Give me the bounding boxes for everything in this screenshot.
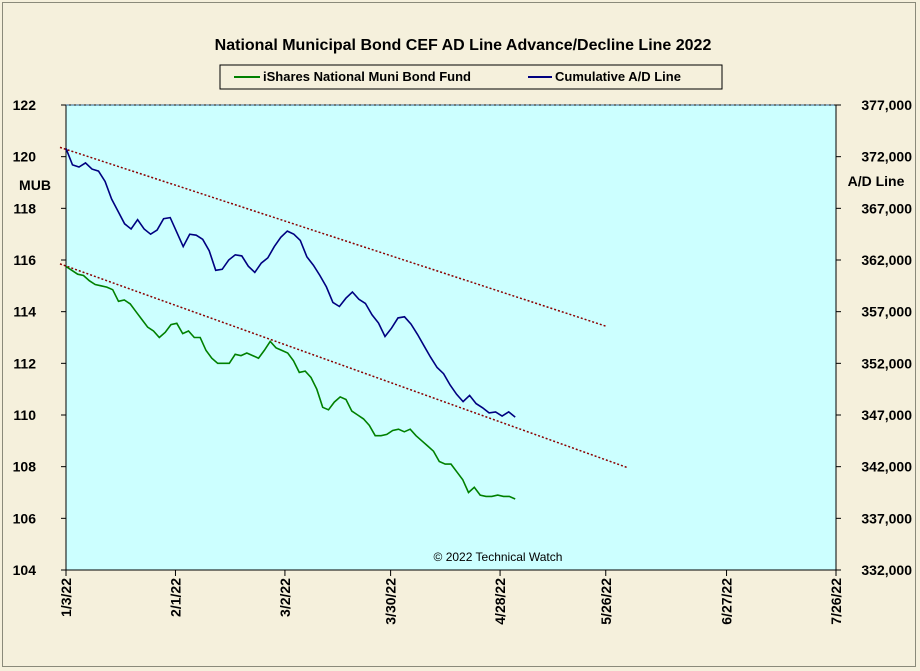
x-tick-label: 2/1/22 [167, 578, 183, 617]
right-tick-label: 367,000 [861, 200, 912, 216]
left-tick-label: 104 [13, 562, 37, 578]
copyright-text: © 2022 Technical Watch [434, 550, 563, 564]
right-tick-label: 362,000 [861, 252, 912, 268]
series [65, 148, 516, 500]
right-tick-label: 337,000 [861, 510, 912, 526]
x-tick-label: 7/26/22 [828, 578, 844, 625]
x-axis: 1/3/22 2/1/22 3/2/22 3/30/22 4/28/22 5/26/22 6… [58, 570, 844, 625]
trendlines [59, 146, 629, 469]
right-tick-label: 342,000 [861, 459, 912, 475]
plot-area [65, 104, 837, 571]
legend-label-ad: Cumulative A/D Line [555, 69, 681, 84]
right-tick-label: 357,000 [861, 304, 912, 320]
x-tick-label: 6/27/22 [719, 578, 735, 625]
right-tick-label: 352,000 [861, 355, 912, 371]
series-line-mub [65, 265, 516, 500]
x-tick-label: 3/2/22 [277, 578, 293, 617]
left-tick-label: 114 [13, 304, 36, 320]
series-line-ad [65, 148, 516, 418]
legend: iShares National Muni Bond Fund Cumulati… [219, 64, 723, 90]
left-tick-label: 118 [13, 200, 36, 216]
x-tick-label: 5/26/22 [598, 578, 614, 625]
left-axis-label: MUB [19, 177, 51, 193]
right-tick-label: 372,000 [861, 149, 912, 165]
right-axis-label: A/D Line [848, 173, 905, 189]
left-tick-label: 108 [13, 459, 37, 475]
right-tick-label: 347,000 [861, 407, 912, 423]
right-tick-label: 377,000 [861, 97, 912, 113]
left-tick-label: 120 [13, 149, 37, 165]
right-axis: 332,000 337,000 342,000 347,000 352,000 357,0… [836, 97, 912, 578]
left-tick-label: 122 [13, 97, 37, 113]
right-tick-label: 332,000 [861, 562, 912, 578]
trendline-left [59, 263, 629, 469]
left-tick-label: 106 [13, 510, 37, 526]
legend-box [219, 64, 723, 90]
x-tick-label: 4/28/22 [492, 578, 508, 625]
legend-label-mub: iShares National Muni Bond Fund [263, 69, 471, 84]
left-tick-label: 116 [13, 252, 36, 268]
left-axis: 104 106 108 110 112 114 116 118 120 122 [13, 97, 66, 578]
x-tick-label: 1/3/22 [58, 578, 74, 617]
chart-title: National Municipal Bond CEF AD Line Adva… [215, 37, 712, 54]
left-tick-label: 112 [13, 355, 36, 371]
left-tick-label: 110 [13, 407, 36, 423]
x-tick-label: 3/30/22 [383, 578, 399, 625]
